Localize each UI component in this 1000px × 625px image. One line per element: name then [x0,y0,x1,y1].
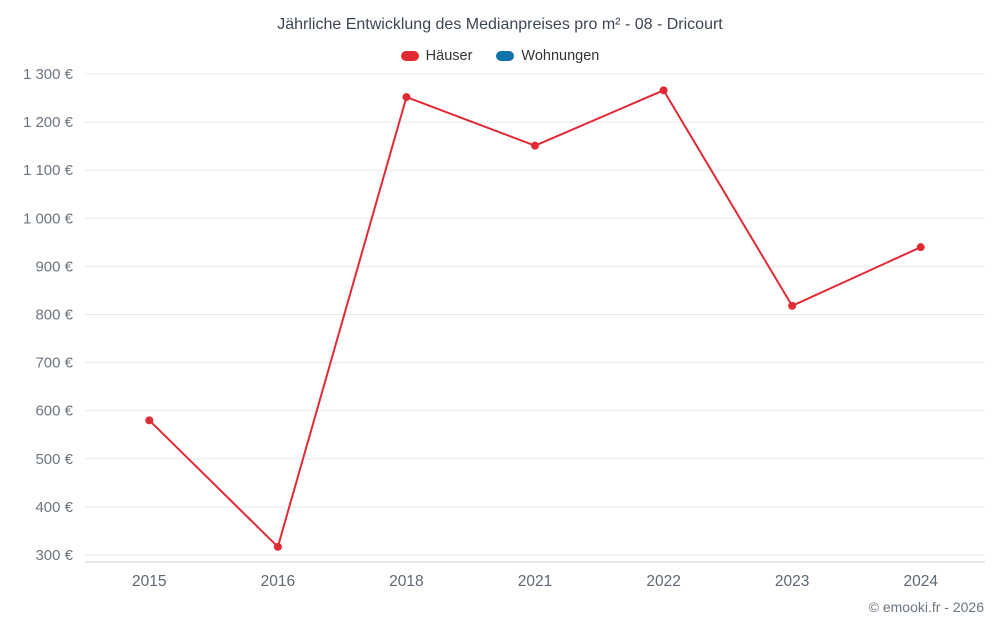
y-axis-tick-label: 900 € [35,258,73,275]
data-point[interactable] [145,416,154,425]
x-axis-tick-label: 2022 [646,573,680,590]
y-axis-tick-label: 1 200 € [23,114,74,131]
y-axis-tick-label: 1 000 € [23,210,74,227]
series-line-häuser [148,89,922,548]
data-point[interactable] [531,141,539,150]
legend: Häuser Wohnungen [0,48,1000,64]
x-axis-tick-label: 2018 [389,573,423,590]
y-axis-tick-label: 600 € [35,403,73,420]
x-axis-tick-label: 2024 [903,573,938,590]
legend-item-haeuser[interactable]: Häuser [400,48,473,64]
x-axis-tick-label: 2016 [261,573,295,590]
y-axis-tick-label: 300 € [35,547,73,564]
y-axis-tick-label: 1 100 € [23,162,74,179]
data-point[interactable] [402,93,411,102]
haeuser-series-swatch-icon [400,51,419,61]
wohnungen-series-swatch-icon [496,51,515,61]
y-axis-tick-label: 700 € [35,355,73,372]
data-point[interactable] [273,542,282,551]
legend-label-haeuser: Häuser [425,48,473,64]
y-axis-tick-label: 500 € [35,451,73,468]
legend-item-wohnungen[interactable]: Wohnungen [496,48,599,64]
chart-title: Jährliche Entwicklung des Medianpreises … [277,16,723,33]
y-axis-tick-label: 800 € [35,307,73,324]
data-point[interactable] [659,86,668,95]
copyright-text: © emooki.fr - 2026 [868,599,984,615]
x-axis-tick-label: 2023 [775,573,809,590]
data-point[interactable] [788,301,797,310]
y-axis-tick-label: 400 € [35,499,73,516]
legend-label-wohnungen: Wohnungen [521,48,600,64]
x-axis-tick-label: 2021 [518,573,552,590]
data-point[interactable] [916,243,925,252]
y-axis-tick-label: 1 300 € [23,66,74,83]
x-axis-tick-label: 2015 [132,573,166,590]
